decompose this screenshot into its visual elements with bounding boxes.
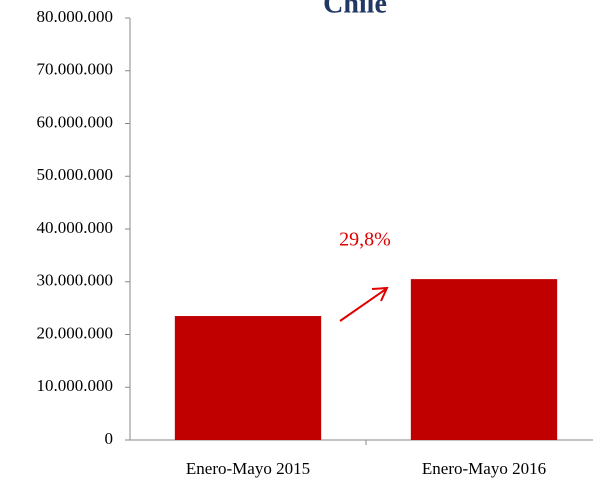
y-tick-label: 40.000.000 [37, 218, 114, 237]
y-tick-label: 30.000.000 [37, 271, 114, 290]
y-tick-label: 10.000.000 [37, 376, 114, 395]
y-tick-label: 80.000.000 [37, 7, 114, 26]
y-tick-label: 0 [105, 429, 114, 448]
y-tick-label: 70.000.000 [37, 60, 114, 79]
x-tick-label: Enero-Mayo 2016 [422, 459, 546, 478]
y-tick-label: 50.000.000 [37, 165, 114, 184]
y-tick-label: 60.000.000 [37, 112, 114, 131]
chart-title: Chile [323, 0, 387, 19]
arrow [339, 286, 389, 322]
annotation: 29,8% [339, 229, 391, 251]
y-tick-label: 20.000.000 [37, 323, 114, 342]
bar [410, 279, 558, 440]
bar [174, 316, 322, 440]
x-tick-label: Enero-Mayo 2015 [186, 459, 310, 478]
